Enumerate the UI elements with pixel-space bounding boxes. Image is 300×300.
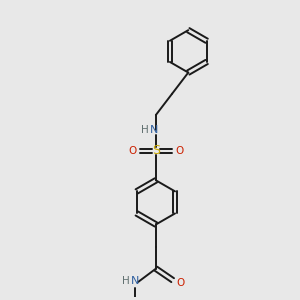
Text: N: N [150,125,159,135]
Text: O: O [176,278,184,288]
Text: H: H [141,125,148,135]
Text: N: N [130,276,139,286]
Text: H: H [122,276,130,286]
Text: O: O [175,146,184,156]
Text: S: S [152,144,160,158]
Text: O: O [128,146,136,156]
